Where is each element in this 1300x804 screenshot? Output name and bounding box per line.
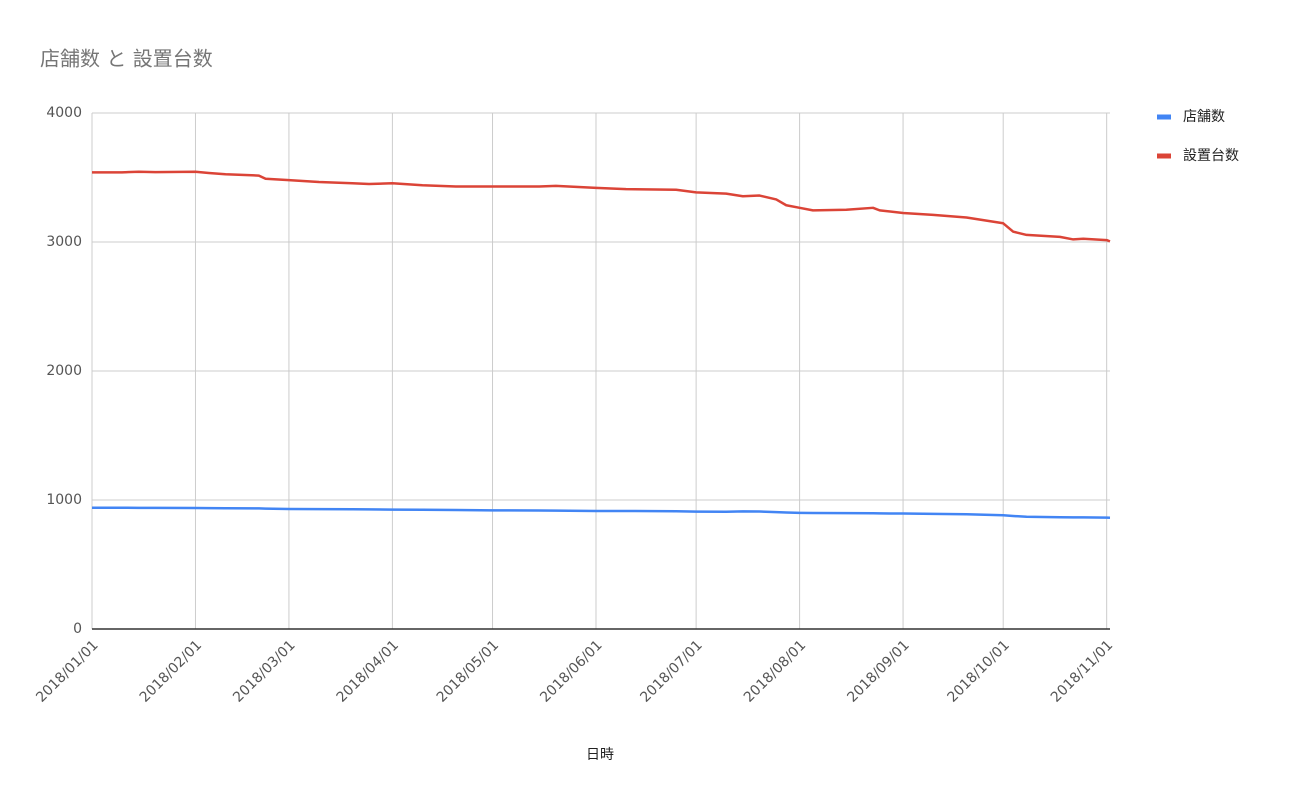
x-tick-label: 2018/06/01 <box>537 637 605 705</box>
y-tick-label: 2000 <box>46 363 82 379</box>
legend-label: 設置台数 <box>1183 148 1239 164</box>
chart-title: 店舗数 と 設置台数 <box>40 47 213 71</box>
series-line <box>92 170 1111 243</box>
x-tick-label: 2018/09/01 <box>844 637 912 705</box>
x-tick-label: 2018/05/01 <box>434 637 502 705</box>
y-tick-label: 3000 <box>46 234 82 250</box>
y-tick-label: 4000 <box>46 105 82 121</box>
x-tick-label: 2018/07/01 <box>637 637 705 705</box>
y-tick-label: 1000 <box>46 492 82 508</box>
x-tick-label: 2018/04/01 <box>334 637 402 705</box>
x-tick-label: 2018/03/01 <box>230 637 298 705</box>
legend-label: 店舗数 <box>1183 109 1225 125</box>
x-tick-label: 2018/11/01 <box>1048 637 1116 705</box>
legend-swatch <box>1157 114 1171 120</box>
series-line <box>92 506 1111 520</box>
y-tick-label: 0 <box>73 621 82 637</box>
x-tick-label: 2018/10/01 <box>944 637 1012 705</box>
x-tick-label: 2018/02/01 <box>137 637 205 705</box>
legend-swatch <box>1157 153 1171 159</box>
x-tick-label: 2018/08/01 <box>741 637 809 705</box>
x-axis-label: 日時 <box>586 747 614 763</box>
x-tick-label: 2018/01/01 <box>33 637 101 705</box>
